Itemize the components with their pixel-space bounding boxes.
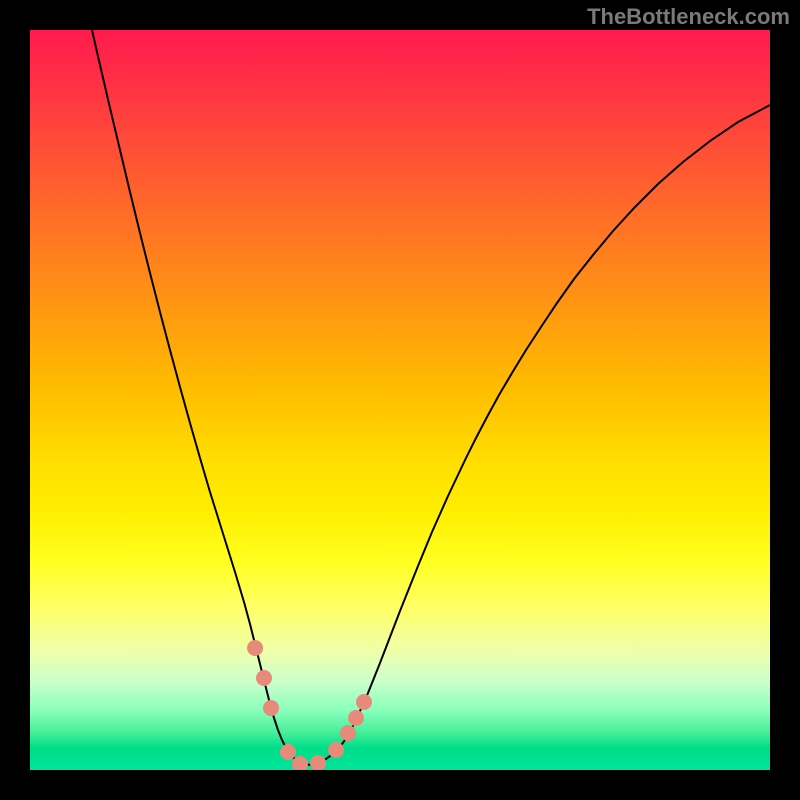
- curve-marker: [356, 694, 372, 710]
- curve-marker: [263, 700, 279, 716]
- curve-marker: [280, 744, 296, 760]
- curve-markers: [247, 640, 372, 770]
- curve-left: [92, 30, 310, 765]
- curve-marker: [256, 670, 272, 686]
- chart-svg: [30, 30, 770, 770]
- curve-marker: [328, 742, 344, 758]
- curve-marker: [310, 755, 326, 770]
- curve-right: [310, 105, 770, 765]
- watermark-text: TheBottleneck.com: [587, 4, 790, 30]
- curve-marker: [348, 710, 364, 726]
- curve-marker: [247, 640, 263, 656]
- chart-plot-area: [30, 30, 770, 770]
- curve-marker: [340, 725, 356, 741]
